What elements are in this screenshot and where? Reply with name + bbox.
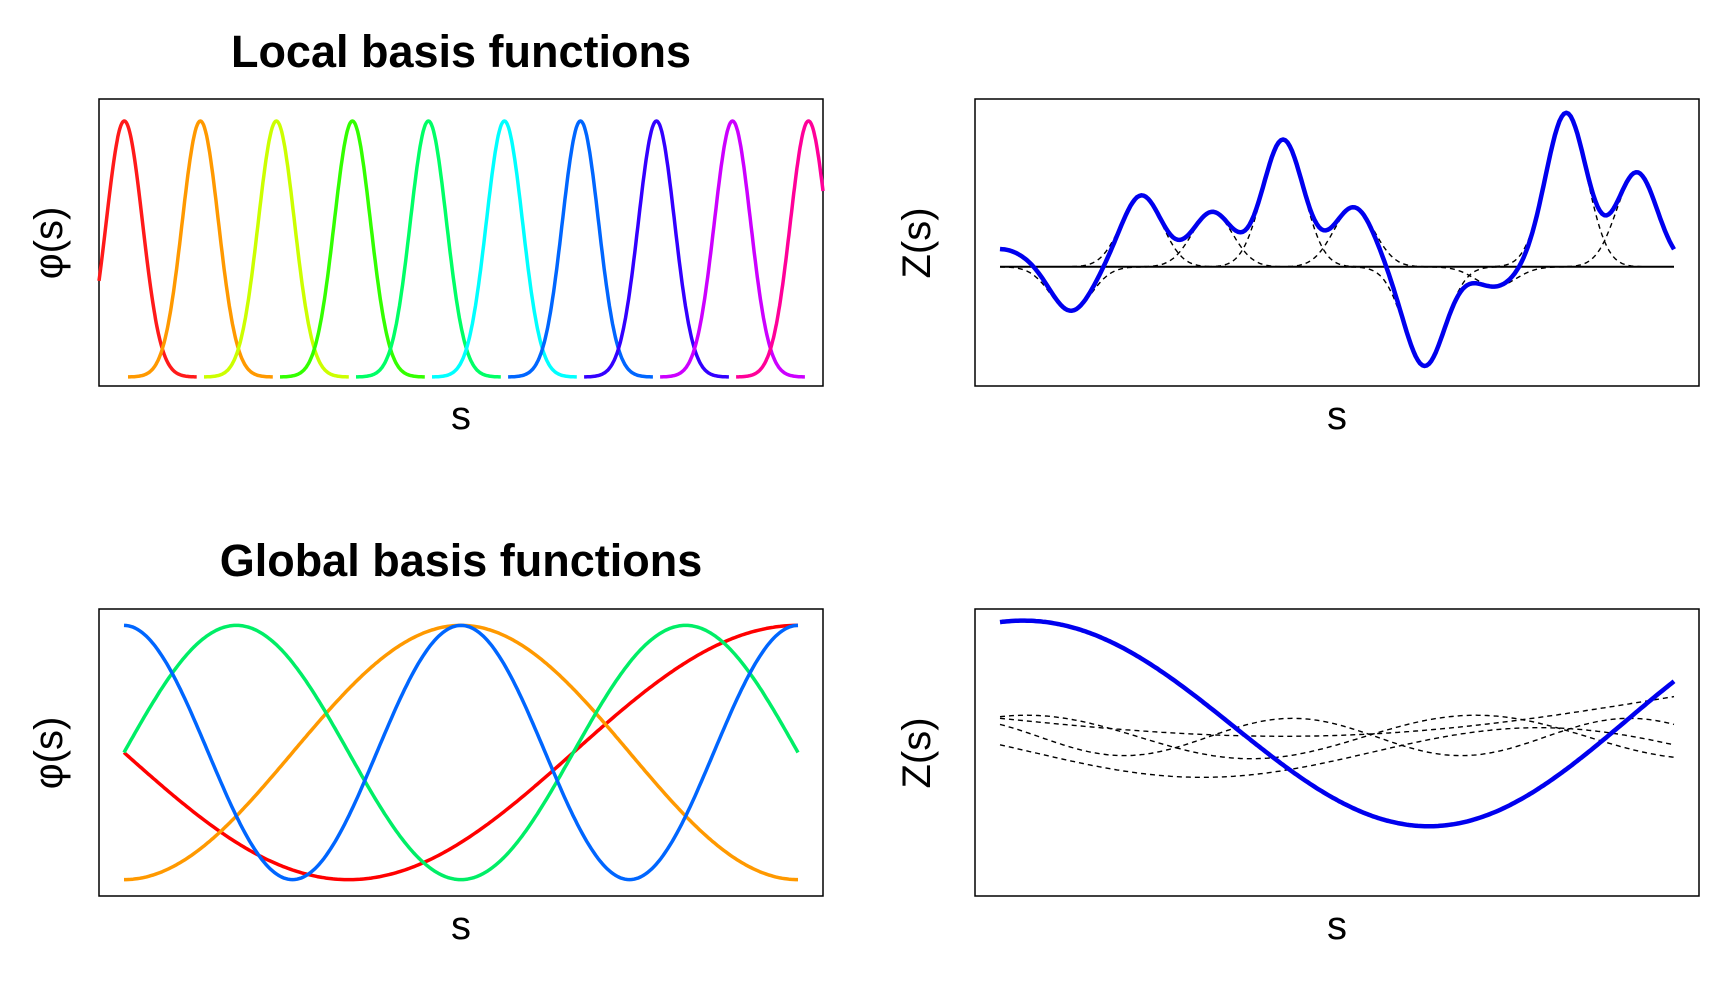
global-basis-curve-1 (122, 623, 798, 882)
global-field-component-4 (999, 717, 1675, 757)
local-field-component-2 (1000, 194, 1674, 268)
global-field-ylabel: Z(s) (895, 717, 939, 788)
local-basis-curve-3 (203, 119, 350, 379)
local-field-component-8 (1000, 112, 1674, 268)
local-basis-curve-2 (127, 119, 274, 379)
local-field-panel: s Z(s) (895, 98, 1700, 438)
global-field-panel: s Z(s) (895, 608, 1700, 948)
local-field-ylabel: Z(s) (895, 207, 939, 278)
local-basis-curve-6 (431, 119, 578, 379)
local-basis-title: Local basis functions (231, 26, 691, 77)
global-basis-curve-3 (122, 623, 800, 882)
local-basis-curve-7 (507, 119, 654, 379)
local-field-plot-frame (974, 98, 1700, 387)
global-basis-xlabel: s (451, 904, 471, 948)
global-field-component-1 (999, 727, 1675, 778)
local-basis-panel: s φ(s) (27, 98, 825, 438)
global-field-component-3 (999, 695, 1675, 737)
local-basis-curves (97, 119, 825, 379)
local-field-component-9 (1000, 172, 1675, 268)
local-basis-curve-9 (659, 119, 806, 379)
local-basis-curve-8 (583, 119, 730, 379)
global-basis-ylabel: φ(s) (27, 717, 71, 790)
local-basis-curve-10 (734, 119, 825, 379)
local-basis-curve-1 (97, 119, 198, 379)
global-basis-plot-frame (98, 608, 824, 897)
local-basis-plot-frame (98, 98, 824, 387)
global-field-xlabel: s (1327, 904, 1347, 948)
global-basis-curve-4 (123, 623, 799, 882)
global-field-line (999, 618, 1676, 829)
local-basis-xlabel: s (451, 394, 471, 438)
local-field-component-4 (1000, 139, 1674, 268)
local-basis-ylabel: φ(s) (27, 207, 71, 280)
local-basis-curve-4 (279, 119, 426, 379)
local-field-component-6 (1000, 266, 1674, 367)
global-basis-panel: s φ(s) (27, 608, 824, 948)
global-field-curves (999, 618, 1676, 829)
global-field-plot-frame (974, 608, 1700, 897)
local-field-line (999, 110, 1676, 369)
global-field-component-2 (999, 714, 1675, 760)
local-field-xlabel: s (1327, 394, 1347, 438)
local-field-curves (999, 110, 1676, 369)
global-basis-title: Global basis functions (220, 535, 703, 586)
local-basis-curve-5 (355, 119, 502, 379)
global-basis-curves (122, 623, 800, 882)
